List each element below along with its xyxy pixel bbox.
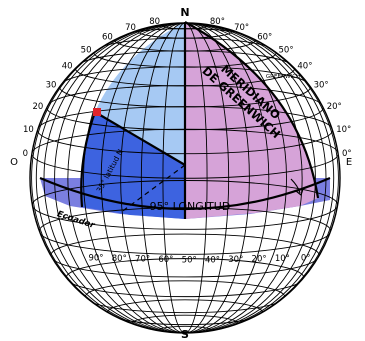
latitude-tick-label: 10 [23, 125, 34, 135]
meridian-ellipse [67, 23, 303, 333]
longitude-tick-label: 30° [228, 255, 243, 265]
meridian-ellipse [35, 23, 335, 333]
latitude-tick-label: 70 [125, 23, 136, 33]
pointer-arrow-head [295, 188, 304, 197]
west-label: O [10, 157, 18, 168]
east-label: E [346, 157, 352, 168]
south-label: S [181, 328, 189, 341]
latitude-tick-label: 50 [81, 45, 92, 55]
meridian-95-line [80, 111, 97, 208]
latitude-tick-label: 60 [102, 32, 113, 42]
longitude-tick-label: 40° [205, 256, 220, 266]
equator-line [39, 176, 331, 211]
longitude-tick-label: 60° [158, 255, 173, 265]
longitude-tick-label: 20° [252, 255, 267, 265]
latitude-tick-label: 40° [297, 62, 312, 72]
latitude-tick-label: 40 [62, 62, 73, 72]
latitude-tick-label: 0 [23, 149, 28, 159]
latitude-tick-label: 30° [314, 81, 329, 91]
latitude-tick-label: 0° [342, 149, 352, 159]
north-label: N [180, 6, 189, 19]
meridian-ellipse [54, 23, 316, 333]
longitude-label: 95° LONGITUD [150, 200, 231, 213]
bottom-longitude-labels: 90° 80° 70° 60° 50° 40° 30° 20° 10° 0° [88, 253, 310, 265]
latitude-tick-label: 30 [46, 81, 57, 91]
right-latitude-labels: 80° 70° 60° 50°40°30° 20° 10° 0° [210, 17, 352, 159]
section-edges [39, 21, 331, 219]
meridian-ellipse [31, 23, 339, 333]
pointer-arrow [290, 178, 301, 194]
latitude-tick-label: 80° [210, 17, 225, 27]
longitude-tick-label: 80° [112, 254, 127, 264]
latitude-tick-label: 20° [327, 102, 342, 112]
longitude-tick-label: 70° [135, 255, 150, 265]
meridian-ellipse [83, 23, 287, 333]
left-latitude-labels: 80 70 60 50 40 30 20 10 0 [23, 17, 161, 159]
longitude-tick-label: 50° [182, 256, 197, 266]
longitude-tick-label: 90° [88, 253, 103, 263]
blue-latitude-region [81, 112, 185, 219]
meridian-ellipse [100, 23, 270, 333]
greenwich-small-label: GREENWICH [266, 74, 300, 80]
latitude-tick-label: 80 [149, 17, 160, 27]
latitude-tick-label: 10° [336, 125, 351, 135]
greenwich-meridian-region [185, 23, 318, 219]
latitude-tick-label: 50° [279, 45, 294, 55]
longitude-tick-label: 10° [275, 254, 290, 264]
greenwich-meridian-line [184, 21, 320, 199]
meridian-ellipse [140, 23, 230, 333]
latitude-tick-label: 20 [32, 102, 43, 112]
longitude-tick-label: 0° [301, 253, 311, 263]
meridian-ellipse [43, 23, 327, 333]
meridian-ellipse [120, 23, 250, 333]
latitude-tick-label: 60° [257, 32, 272, 42]
latitude-angle-line [94, 111, 186, 166]
location-marker [93, 108, 101, 116]
latitude-tick-label: 70° [234, 23, 249, 33]
meridian-ellipse [162, 23, 208, 333]
